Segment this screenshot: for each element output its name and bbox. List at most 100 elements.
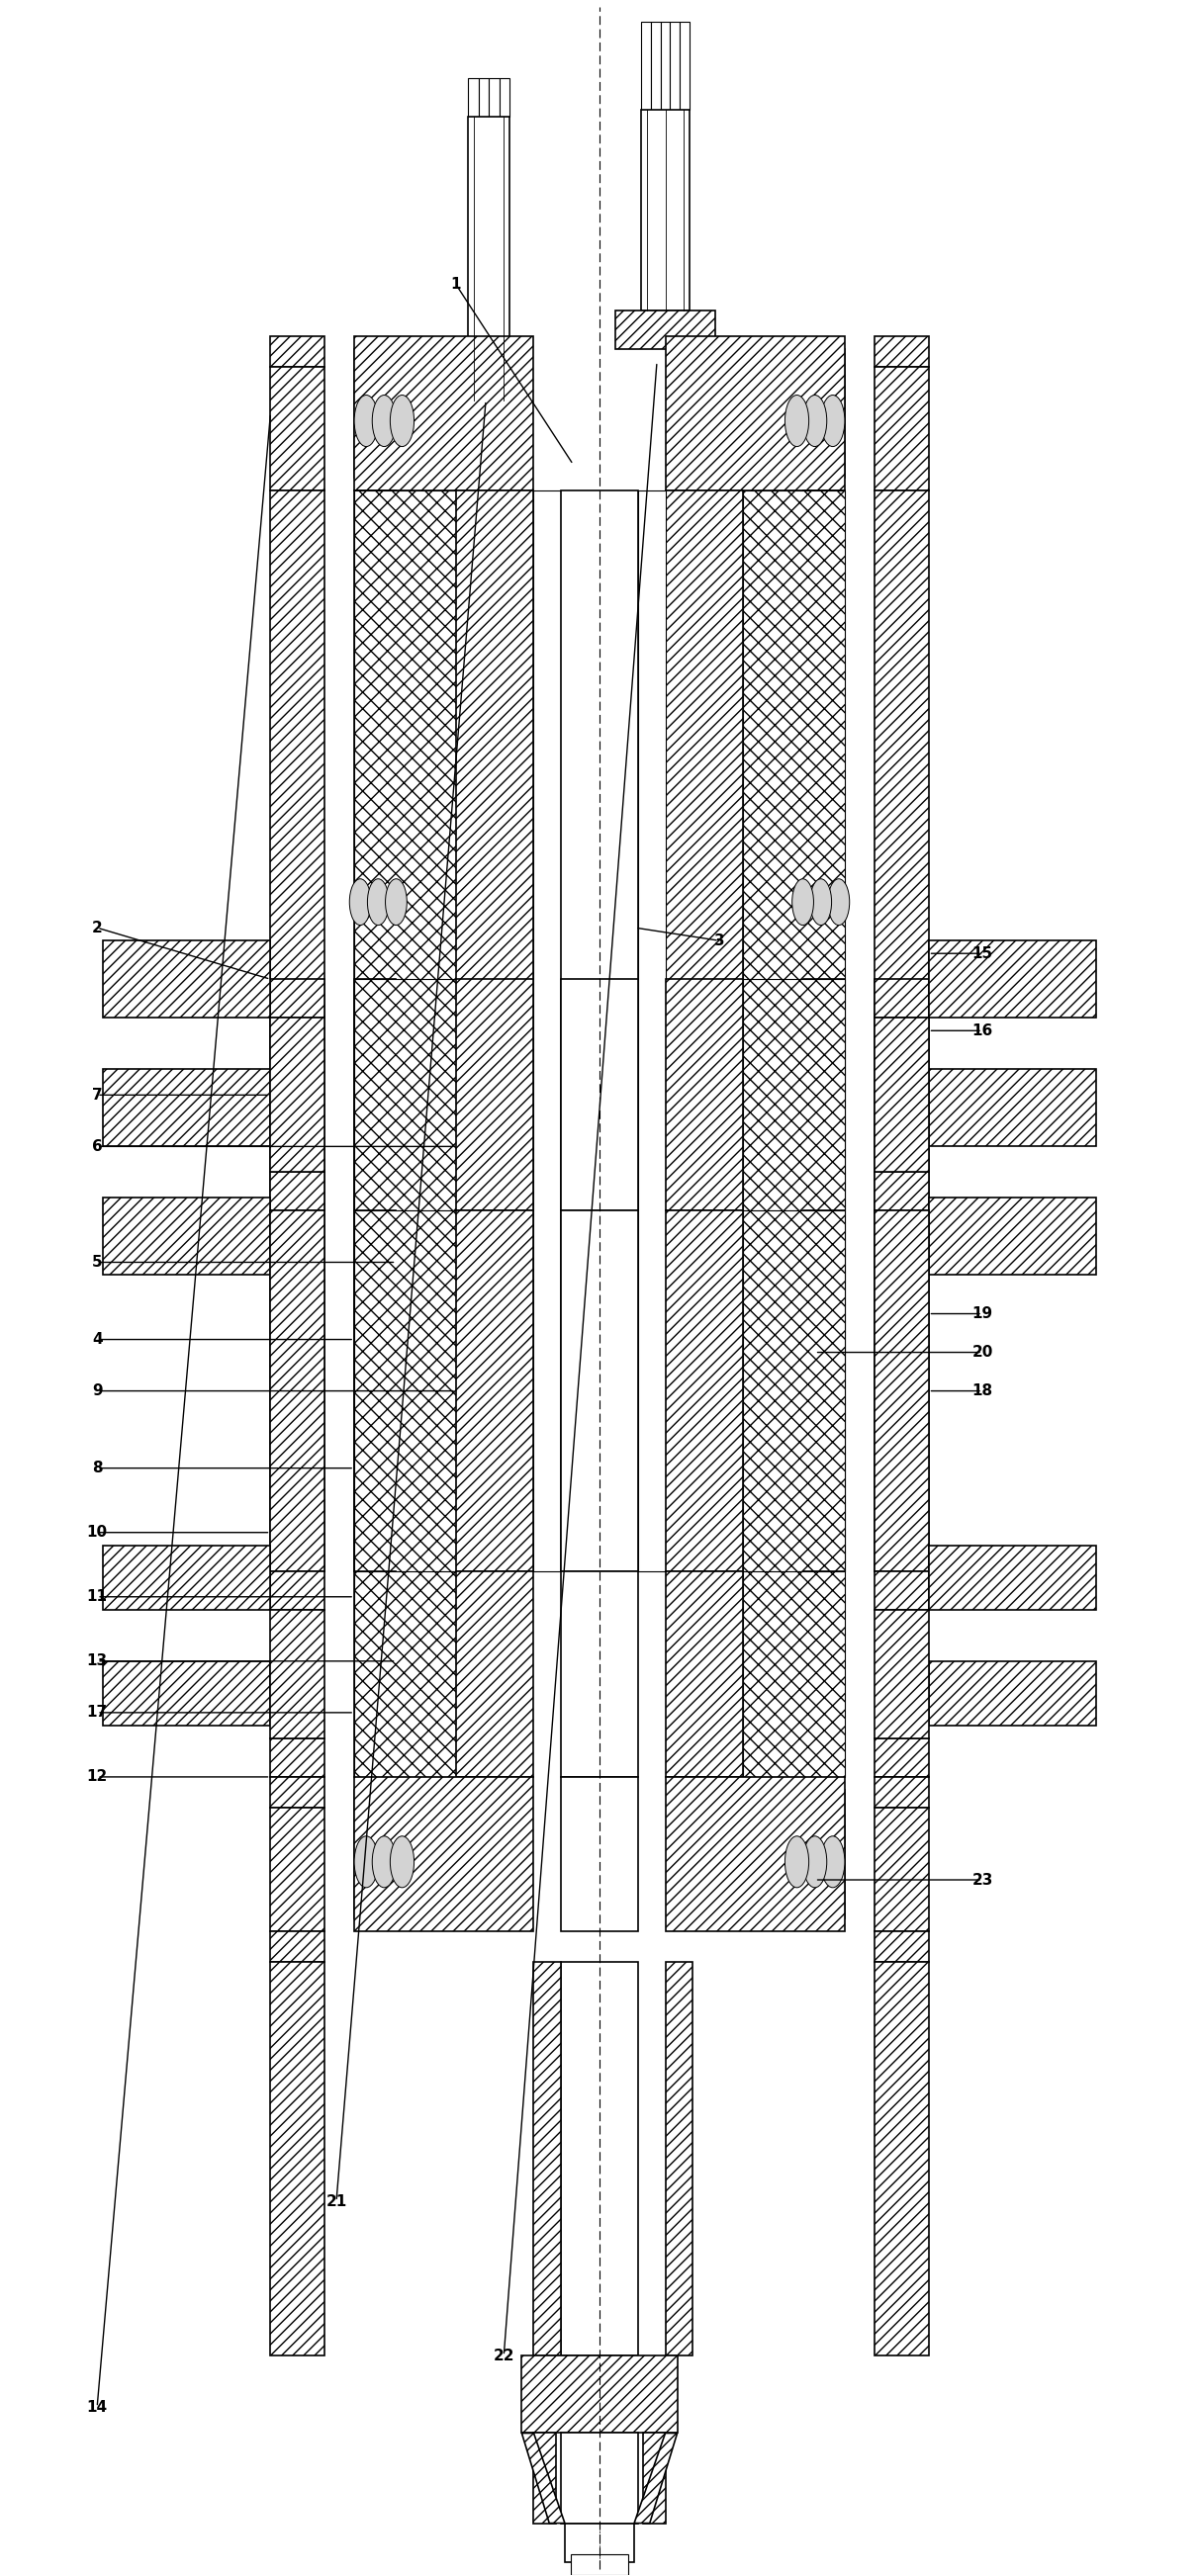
Bar xyxy=(638,489,665,1571)
Bar xyxy=(665,1963,693,2357)
Bar xyxy=(271,1018,325,1172)
Text: 17: 17 xyxy=(86,1705,108,1721)
Bar xyxy=(354,1571,396,1777)
Bar xyxy=(354,1211,456,1571)
Bar xyxy=(561,1571,638,1777)
Bar xyxy=(928,1662,1096,1726)
Text: 6: 6 xyxy=(92,1139,102,1154)
Bar xyxy=(271,1932,325,1963)
Bar xyxy=(103,1069,271,1146)
Bar xyxy=(803,1571,845,1777)
Text: 4: 4 xyxy=(92,1332,102,1347)
Circle shape xyxy=(390,394,414,446)
Bar xyxy=(271,979,325,1018)
Bar xyxy=(665,335,845,489)
Text: 18: 18 xyxy=(972,1383,993,1399)
Bar xyxy=(271,1963,325,2357)
Circle shape xyxy=(821,394,845,446)
Bar xyxy=(615,309,716,348)
Bar xyxy=(928,1198,1096,1275)
Bar xyxy=(456,1571,534,1777)
Bar xyxy=(928,1546,1096,1610)
Bar xyxy=(928,1069,1096,1146)
Bar xyxy=(468,80,478,116)
Bar xyxy=(803,1790,845,1919)
Bar xyxy=(680,23,689,108)
Text: 19: 19 xyxy=(972,1306,993,1321)
Bar xyxy=(565,2522,634,2561)
Text: 2: 2 xyxy=(92,920,102,935)
Circle shape xyxy=(803,394,827,446)
Bar xyxy=(874,1172,928,1211)
Bar xyxy=(271,1571,325,1610)
Bar xyxy=(665,1777,845,1932)
Bar xyxy=(271,1739,325,1777)
Bar xyxy=(670,23,680,108)
Bar xyxy=(354,1211,396,1571)
Bar xyxy=(665,489,743,1571)
Text: 3: 3 xyxy=(713,933,724,948)
Bar xyxy=(665,1571,743,1777)
Bar xyxy=(874,1610,928,1739)
Bar xyxy=(354,979,456,1211)
Bar xyxy=(354,489,396,1571)
Text: 12: 12 xyxy=(86,1770,108,1785)
Circle shape xyxy=(354,394,378,446)
Circle shape xyxy=(367,878,388,925)
Text: 1: 1 xyxy=(451,278,462,291)
Text: 14: 14 xyxy=(86,2401,108,2414)
Text: 11: 11 xyxy=(86,1589,108,1605)
Bar xyxy=(271,335,325,366)
Bar xyxy=(271,1808,325,1932)
Bar xyxy=(561,979,638,1211)
Text: 22: 22 xyxy=(493,2349,514,2362)
Bar xyxy=(874,1777,928,1808)
Bar xyxy=(456,979,534,1211)
Bar xyxy=(874,1963,928,2357)
Bar xyxy=(354,1790,396,1919)
Text: 9: 9 xyxy=(92,1383,102,1399)
Bar xyxy=(561,489,638,1571)
Text: 8: 8 xyxy=(92,1461,102,1476)
Bar xyxy=(354,489,456,1571)
Bar xyxy=(803,489,845,1571)
Circle shape xyxy=(372,1837,396,1888)
Circle shape xyxy=(385,878,406,925)
Bar xyxy=(743,489,845,1571)
Bar xyxy=(456,489,534,1571)
Bar xyxy=(874,979,928,1018)
Circle shape xyxy=(390,1837,414,1888)
Bar xyxy=(874,1808,928,1932)
Circle shape xyxy=(821,1837,845,1888)
Bar xyxy=(661,23,670,108)
Bar xyxy=(643,2434,665,2522)
Bar xyxy=(561,1777,638,1932)
Bar xyxy=(456,1211,534,1571)
Bar xyxy=(651,23,661,108)
Bar xyxy=(534,1963,561,2357)
Text: 23: 23 xyxy=(971,1873,993,1888)
Bar xyxy=(743,979,845,1211)
Circle shape xyxy=(785,1837,809,1888)
Bar xyxy=(103,1546,271,1610)
Bar xyxy=(874,335,928,366)
Bar xyxy=(271,1777,325,1808)
Bar xyxy=(874,1018,928,1172)
Bar xyxy=(561,1211,638,1571)
Bar xyxy=(803,348,845,477)
Bar xyxy=(641,108,689,309)
Text: 15: 15 xyxy=(972,945,993,961)
Text: 7: 7 xyxy=(92,1087,102,1103)
Bar xyxy=(665,1211,743,1571)
Bar xyxy=(874,489,928,1571)
Bar xyxy=(271,1211,325,1571)
Bar xyxy=(874,366,928,489)
Bar xyxy=(271,489,325,1571)
Bar xyxy=(103,1662,271,1726)
Text: 16: 16 xyxy=(972,1023,993,1038)
Text: 13: 13 xyxy=(86,1654,108,1669)
Circle shape xyxy=(803,1837,827,1888)
Bar xyxy=(803,1211,845,1571)
Text: 20: 20 xyxy=(971,1345,993,1360)
Bar xyxy=(928,940,1096,1018)
